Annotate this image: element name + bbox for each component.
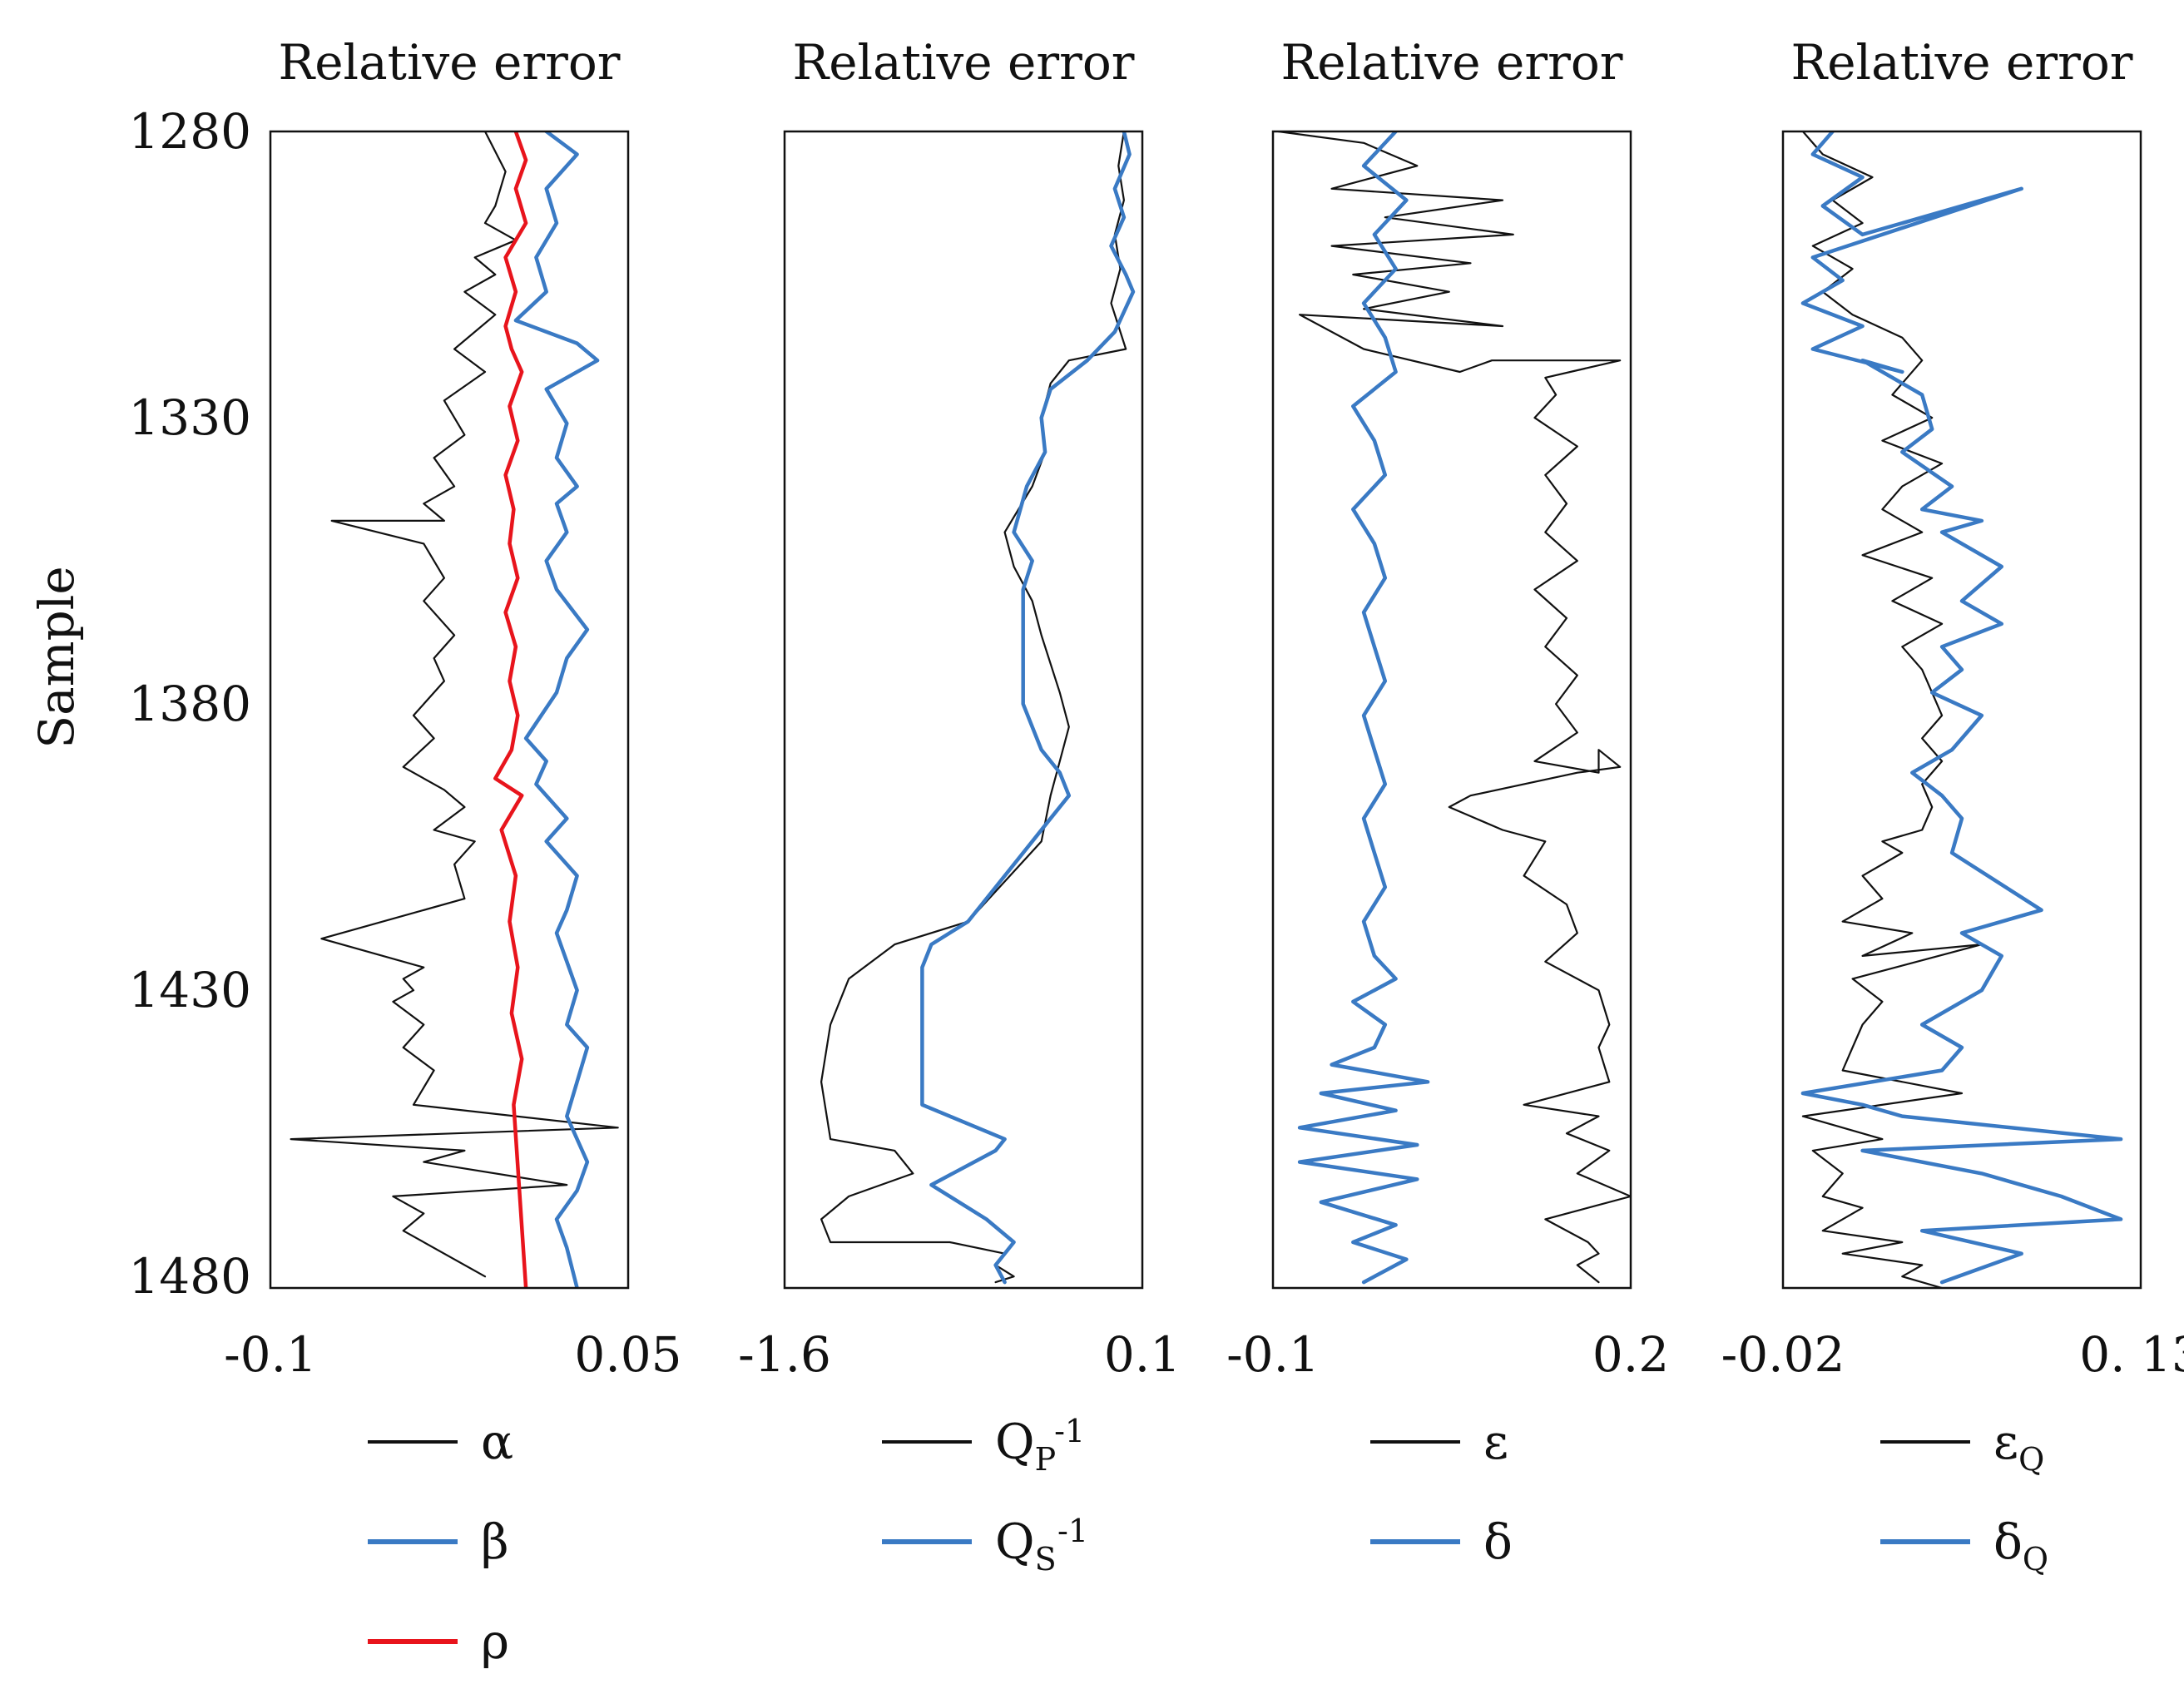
series-line-1 xyxy=(820,131,1127,1284)
panel-title: Relative error xyxy=(279,34,621,91)
legend-label: δQ xyxy=(1993,1513,2048,1578)
legend-label: β xyxy=(481,1513,509,1570)
legend-label: QP-1 xyxy=(995,1413,1085,1478)
series-line-1 xyxy=(1801,131,1983,1288)
series-line-2 xyxy=(1800,131,2123,1285)
y-axis-label: Sample xyxy=(28,566,85,748)
legend-label: ρ xyxy=(481,1613,509,1670)
series-line-3 xyxy=(493,131,528,1288)
plot-frame xyxy=(1781,130,2142,1290)
y-tick-label: 1430 xyxy=(128,962,251,1018)
panel-3: Relative error -0.1 0.2 εδ xyxy=(1226,34,1669,1570)
legend-entry: QS-1 xyxy=(882,1513,1088,1578)
legend-entry: ε xyxy=(1370,1414,1508,1470)
y-tick-label: 1380 xyxy=(128,676,251,732)
plot-frame xyxy=(783,130,1144,1290)
plot-frame xyxy=(269,130,630,1290)
series-line-1 xyxy=(290,131,619,1278)
legend-entry: ρ xyxy=(368,1613,509,1670)
y-tick-label: 1280 xyxy=(128,103,251,160)
x-tick-label: 0.2 xyxy=(1592,1326,1669,1383)
legend-label: QS-1 xyxy=(995,1513,1088,1578)
panel-2: Relative error -1.6 0.1 QP-1 QS-1 xyxy=(738,34,1181,1578)
x-tick-label: -0.1 xyxy=(224,1326,317,1383)
legend-entry: δQ xyxy=(1880,1513,2048,1578)
x-tick-label: -0.1 xyxy=(1226,1326,1320,1383)
x-tick-label: 0.05 xyxy=(574,1326,681,1383)
panel-1: Relative error -0.1 0.05 αβρ xyxy=(224,34,681,1670)
x-tick-label: -1.6 xyxy=(738,1326,831,1383)
series-line-2 xyxy=(513,131,600,1288)
legend-entry: εQ xyxy=(1880,1414,2044,1478)
panel-title: Relative error xyxy=(793,34,1135,91)
panels-group: 1280 1330 1380 1430 1480 Relative error -0.1 0.… xyxy=(128,34,2184,1670)
legend-entry: δ xyxy=(1370,1513,1513,1570)
y-tick-label: 1330 xyxy=(128,389,251,446)
legend-label: εQ xyxy=(1993,1414,2044,1478)
legend-entry: β xyxy=(368,1513,509,1570)
legend-label: ε xyxy=(1483,1414,1508,1470)
y-tick-label: 1480 xyxy=(128,1248,251,1305)
x-tick-label: 0.1 xyxy=(1104,1326,1181,1383)
panel-title: Relative error xyxy=(1791,34,2133,91)
series-line-1 xyxy=(1277,131,1631,1284)
x-tick-label: -0.02 xyxy=(1721,1326,1845,1383)
legend-entry: QP-1 xyxy=(882,1413,1085,1478)
legend-label: δ xyxy=(1483,1513,1513,1570)
plot-frame xyxy=(1271,130,1632,1290)
panel-4: Relative error -0.02 0. 13 εQ δQ xyxy=(1721,34,2184,1578)
legend-label: α xyxy=(481,1414,513,1470)
x-tick-label: 0. 13 xyxy=(2079,1326,2184,1383)
series-line-2 xyxy=(920,131,1136,1285)
series-line-2 xyxy=(1297,131,1430,1285)
panel-title: Relative error xyxy=(1281,34,1623,91)
legend-entry: α xyxy=(368,1414,513,1470)
